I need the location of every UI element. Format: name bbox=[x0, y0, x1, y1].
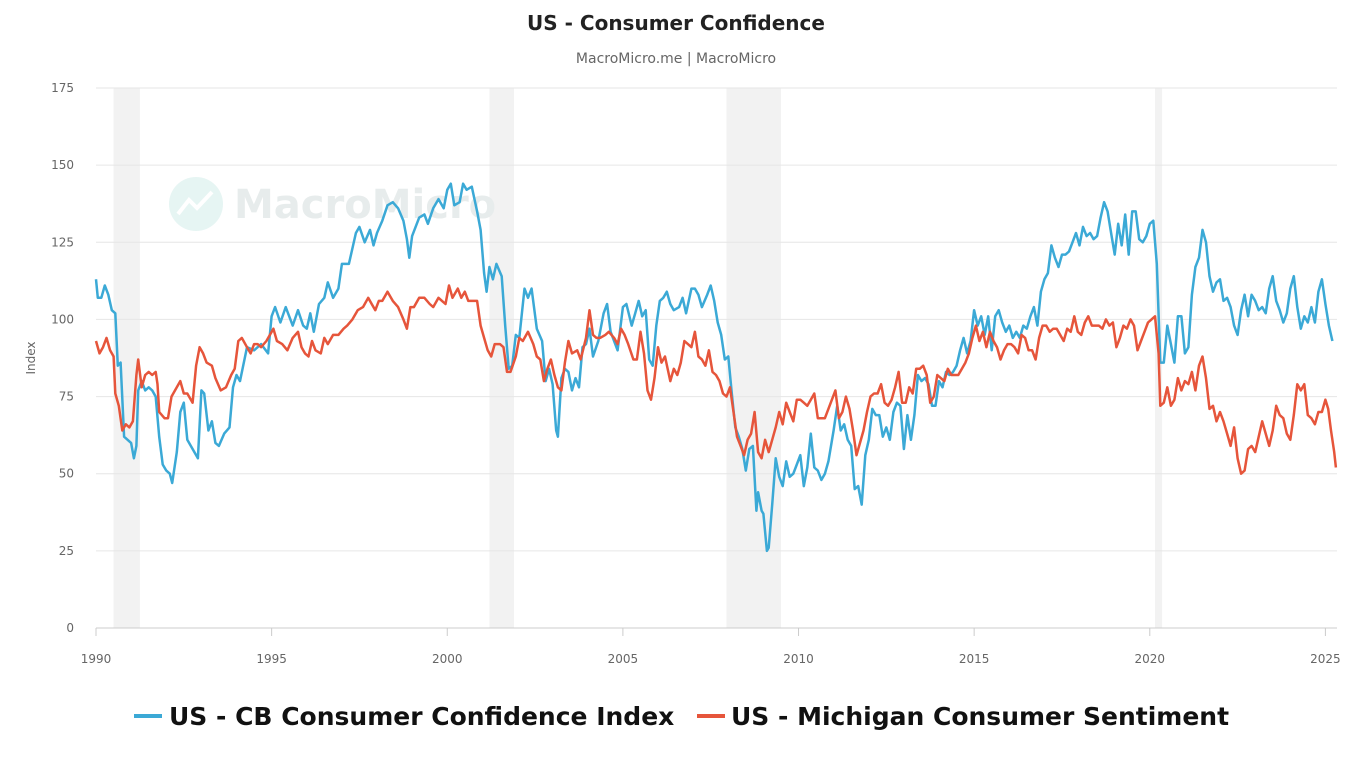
x-tick-label: 2025 bbox=[1310, 652, 1341, 666]
legend[interactable]: US - CB Consumer Confidence Index US - M… bbox=[134, 702, 1229, 731]
legend-item-michigan[interactable]: US - Michigan Consumer Sentiment bbox=[697, 702, 1229, 731]
y-tick-label: 175 bbox=[51, 81, 74, 95]
y-tick-label: 100 bbox=[51, 312, 74, 326]
series-line-michigan[interactable] bbox=[94, 284, 1338, 475]
legend-label-cb: US - CB Consumer Confidence Index bbox=[169, 702, 674, 731]
y-tick-label: 50 bbox=[59, 467, 74, 481]
watermark: MacroMicro bbox=[169, 177, 496, 231]
gridlines bbox=[96, 87, 1337, 629]
watermark-logo-icon bbox=[169, 177, 223, 231]
y-tick-label: 25 bbox=[59, 544, 74, 558]
y-axis-label: Index bbox=[24, 341, 38, 374]
x-tick-label: 2020 bbox=[1135, 652, 1166, 666]
legend-item-cb[interactable]: US - CB Consumer Confidence Index bbox=[134, 702, 674, 731]
y-tick-label: 0 bbox=[66, 621, 74, 635]
y-axis: 0 25 50 75 100 125 150 175 bbox=[51, 81, 74, 635]
x-tick-label: 2000 bbox=[432, 652, 463, 666]
watermark-trend-icon bbox=[176, 190, 214, 216]
y-tick-label: 75 bbox=[59, 390, 74, 404]
x-tick-label: 2015 bbox=[959, 652, 990, 666]
chart-title: US - Consumer Confidence bbox=[527, 11, 825, 35]
recession-band-1 bbox=[489, 88, 514, 628]
x-tick-label: 2005 bbox=[608, 652, 639, 666]
legend-label-michigan: US - Michigan Consumer Sentiment bbox=[731, 702, 1229, 731]
recession-band-2 bbox=[726, 88, 781, 628]
x-tick-label: 1990 bbox=[81, 652, 112, 666]
recession-bands bbox=[113, 88, 1163, 628]
x-axis: 1990 1995 2000 2005 2010 2015 2020 2025 bbox=[81, 628, 1341, 666]
series-lines bbox=[94, 182, 1338, 553]
x-tick-label: 2010 bbox=[783, 652, 814, 666]
y-tick-label: 150 bbox=[51, 158, 74, 172]
series-line-cb[interactable] bbox=[94, 182, 1334, 553]
chart-subtitle: MacroMicro.me | MacroMicro bbox=[576, 51, 776, 67]
y-tick-label: 125 bbox=[51, 235, 74, 249]
x-tick-label: 1995 bbox=[256, 652, 287, 666]
